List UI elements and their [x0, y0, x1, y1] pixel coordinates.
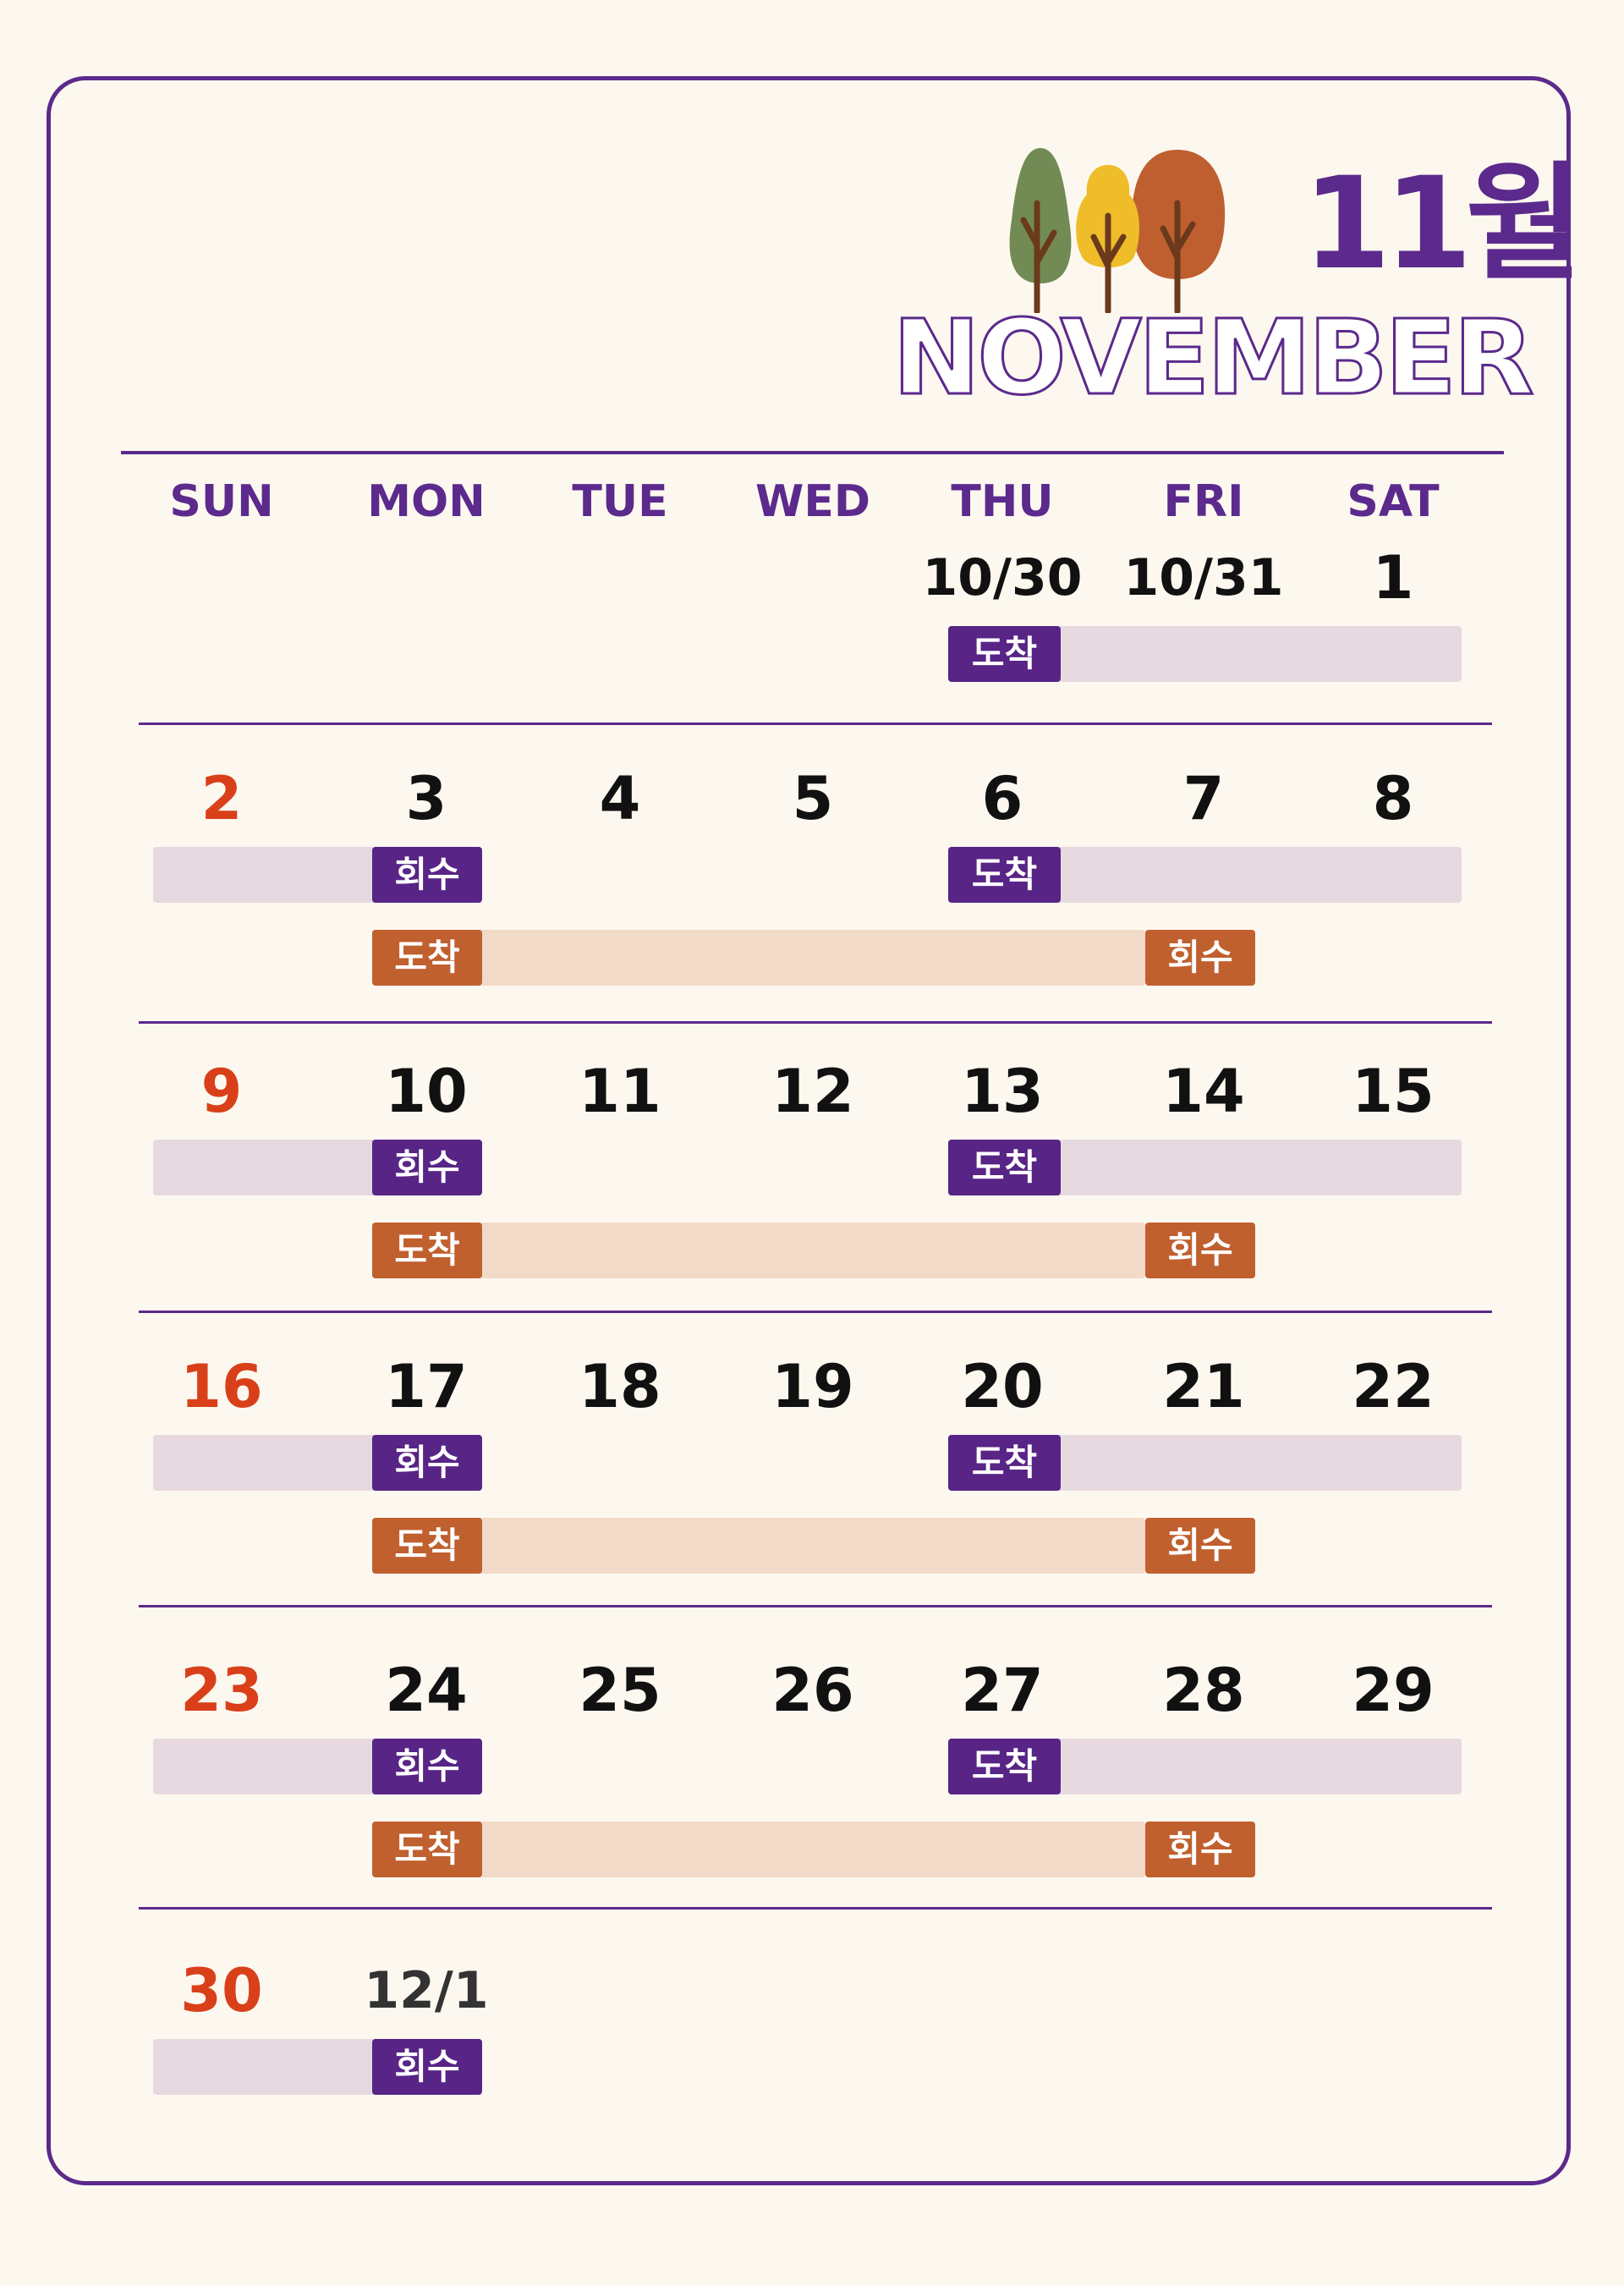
date-cell[interactable]: 2	[200, 764, 243, 833]
schedule-bar-orange	[372, 1223, 1145, 1278]
date-cell[interactable]: 10/31	[1123, 548, 1284, 607]
event-label-orange: 도착	[372, 1223, 482, 1278]
schedule-bar-orange	[372, 1518, 1145, 1574]
date-cell[interactable]: 4	[599, 764, 641, 833]
event-label-purple: 도착	[948, 626, 1061, 682]
header-divider	[121, 451, 1504, 454]
date-cell[interactable]: 5	[792, 764, 834, 833]
date-cell[interactable]: 16	[180, 1352, 263, 1421]
schedule-bar-orange	[372, 930, 1145, 986]
schedule-bar-orange	[372, 1822, 1145, 1877]
date-cell[interactable]: 3	[405, 764, 447, 833]
date-cell[interactable]: 22	[1352, 1352, 1435, 1421]
date-cell[interactable]: 18	[579, 1352, 661, 1421]
date-cell[interactable]: 12/1	[364, 1961, 489, 2020]
event-label-purple: 회수	[372, 1435, 482, 1491]
calendar-frame	[47, 76, 1571, 2185]
event-label-orange: 회수	[1145, 1822, 1255, 1877]
date-cell[interactable]: 20	[961, 1352, 1044, 1421]
event-label-purple: 회수	[372, 1739, 482, 1794]
date-cell[interactable]: 11	[579, 1057, 661, 1126]
month-title-english: NOVEMBER	[891, 298, 1535, 418]
event-label-purple: 회수	[372, 2039, 482, 2095]
event-label-purple: 도착	[948, 1739, 1061, 1794]
date-cell[interactable]: 10/30	[922, 548, 1083, 607]
event-label-purple: 도착	[948, 847, 1061, 903]
week-divider	[139, 1311, 1492, 1313]
event-label-purple: 회수	[372, 1140, 482, 1195]
event-label-purple: 회수	[372, 847, 482, 903]
date-cell[interactable]: 19	[771, 1352, 854, 1421]
weekday-fri: FRI	[1163, 476, 1244, 527]
date-cell[interactable]: 1	[1372, 543, 1414, 613]
week-divider	[139, 1907, 1492, 1910]
date-cell[interactable]: 13	[961, 1057, 1044, 1126]
weekday-thu: THU	[951, 476, 1054, 527]
week-divider	[139, 1605, 1492, 1607]
date-cell[interactable]: 9	[200, 1057, 243, 1126]
weekday-wed: WED	[754, 476, 871, 527]
date-cell[interactable]: 26	[771, 1656, 854, 1725]
date-cell[interactable]: 15	[1352, 1057, 1435, 1126]
date-cell[interactable]: 8	[1372, 764, 1414, 833]
date-cell[interactable]: 29	[1352, 1656, 1435, 1725]
date-cell[interactable]: 6	[981, 764, 1023, 833]
date-cell[interactable]: 21	[1162, 1352, 1245, 1421]
weekday-mon: MON	[367, 476, 486, 527]
date-cell[interactable]: 27	[961, 1656, 1044, 1725]
event-label-orange: 도착	[372, 930, 482, 986]
weekday-tue: TUE	[572, 476, 668, 527]
weekday-sat: SAT	[1347, 476, 1440, 527]
date-cell[interactable]: 24	[385, 1656, 468, 1725]
date-cell[interactable]: 12	[771, 1057, 854, 1126]
event-label-orange: 회수	[1145, 1518, 1255, 1574]
weekday-sun: SUN	[169, 476, 274, 527]
event-label-orange: 도착	[372, 1822, 482, 1877]
week-divider	[139, 723, 1492, 725]
event-label-orange: 회수	[1145, 930, 1255, 986]
week-divider	[139, 1021, 1492, 1024]
event-label-purple: 도착	[948, 1140, 1061, 1195]
date-cell[interactable]: 14	[1162, 1057, 1245, 1126]
trees-illustration	[1009, 148, 1226, 313]
date-cell[interactable]: 17	[385, 1352, 468, 1421]
date-cell[interactable]: 7	[1182, 764, 1225, 833]
event-label-orange: 회수	[1145, 1223, 1255, 1278]
date-cell[interactable]: 25	[579, 1656, 661, 1725]
date-cell[interactable]: 23	[180, 1656, 263, 1725]
date-cell[interactable]: 10	[385, 1057, 468, 1126]
month-title-korean: 11월	[1303, 151, 1583, 298]
event-label-purple: 도착	[948, 1435, 1061, 1491]
date-cell[interactable]: 28	[1162, 1656, 1245, 1725]
event-label-orange: 도착	[372, 1518, 482, 1574]
date-cell[interactable]: 30	[180, 1956, 263, 2025]
